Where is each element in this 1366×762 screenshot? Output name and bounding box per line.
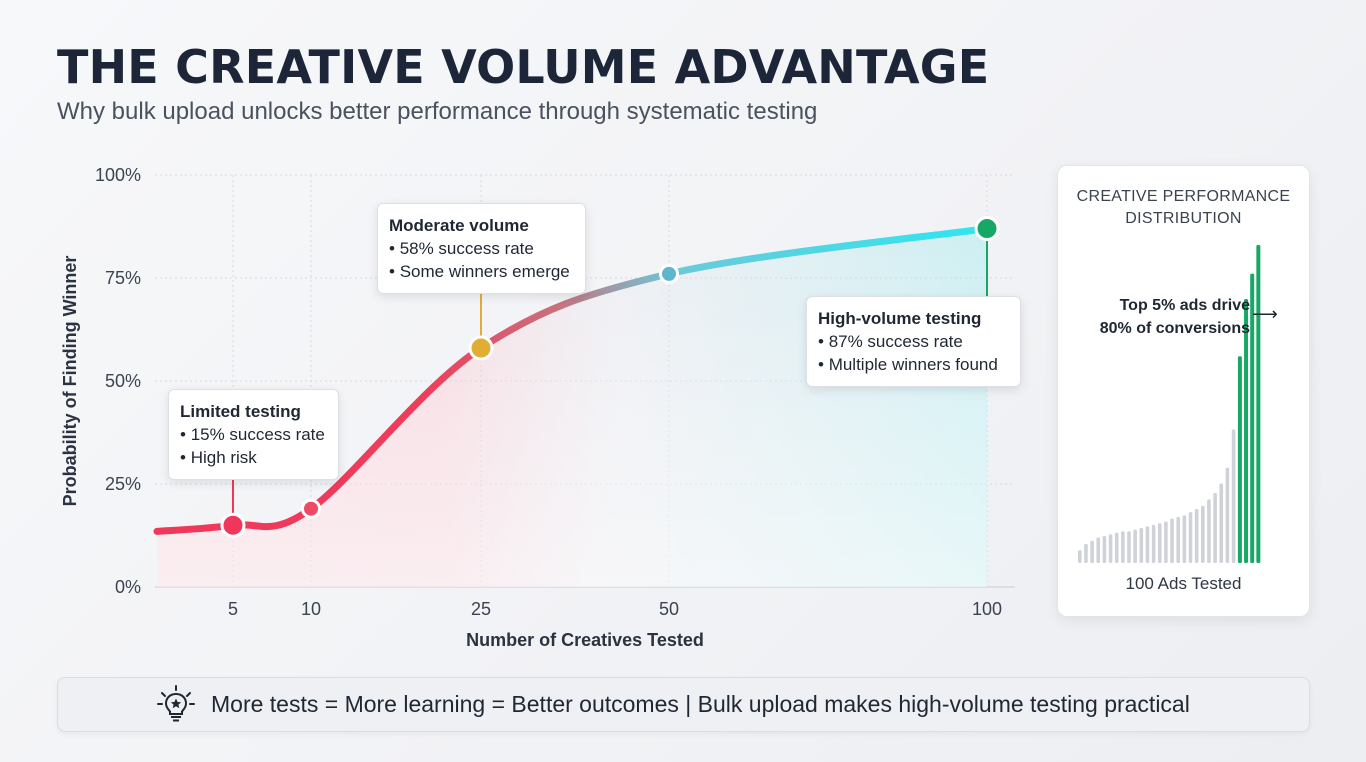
bar [1139,528,1144,563]
data-point-marker [301,498,321,519]
bar [1078,550,1082,563]
y-tick-label: 100% [95,165,141,185]
callout-title: Moderate volume [389,216,529,235]
x-axis-title: Number of Creatives Tested [466,630,704,650]
data-point-marker [468,335,494,361]
tick-labels: 0% 25% 50% 75% 100% 5 10 25 50 100 [95,165,1002,619]
arrow-right-icon: ⟶ [1252,304,1278,324]
bar [1145,526,1150,563]
x-tick-label: 100 [972,599,1002,619]
bar [1096,537,1101,563]
page-title: THE CREATIVE VOLUME ADVANTAGE [57,40,990,94]
markers [220,216,1000,538]
bar [1133,529,1137,563]
callout-limited-testing: Limited testing 15% success rate High ri… [168,389,339,480]
bar [1170,518,1174,563]
data-point-marker [220,512,246,538]
x-tick-label: 50 [659,599,679,619]
bar [1102,535,1107,563]
takeaway-banner: More tests = More learning = Better outc… [57,677,1310,732]
bar [1114,532,1119,563]
x-tick-label: 25 [471,599,491,619]
bar [1090,540,1094,563]
bar [1151,524,1156,563]
callout-title: Limited testing [180,402,301,421]
bar [1157,523,1162,563]
panel-title: CREATIVE PERFORMANCE DISTRIBUTION [1076,188,1291,227]
bar [1164,521,1168,563]
callout-line: High risk [180,446,326,469]
panel-annotation: Top 5% ads drive 80% of conversions [1099,297,1250,337]
bar [1225,467,1230,563]
x-tick-label: 5 [228,599,238,619]
callout-line: Multiple winners found [818,353,1008,376]
bar [1084,543,1088,563]
area-fade [157,228,987,587]
callout-line: 15% success rate [180,423,326,446]
y-axis-title: Probability of Finding Winner [60,256,80,507]
bar [1121,531,1125,563]
top-bar [1250,273,1255,563]
callout-high-volume: High-volume testing 87% success rate Mul… [806,296,1021,387]
bar [1207,499,1211,563]
top-bar [1237,356,1242,563]
top-bar [1244,299,1249,563]
distribution-panel: CREATIVE PERFORMANCE DISTRIBUTION Top 5%… [1057,165,1310,617]
page-subtitle: Why bulk upload unlocks better performan… [57,98,818,125]
callout-line: 58% success rate [389,237,573,260]
bar [1231,429,1236,563]
bar [1219,483,1224,563]
top-bar [1256,245,1261,563]
distribution-bar-chart [1078,245,1261,563]
bar [1213,493,1217,563]
x-tick-label: 10 [301,599,321,619]
bar [1108,534,1113,563]
bar [1176,516,1180,563]
y-tick-label: 25% [105,474,141,494]
bar [1194,508,1199,563]
callout-line: Some winners emerge [389,260,573,283]
y-tick-label: 50% [105,371,141,391]
bar [1182,515,1187,563]
bar [1201,505,1205,563]
y-tick-label: 0% [115,577,141,597]
panel-xlabel: 100 Ads Tested [1125,574,1242,593]
data-point-marker [659,263,679,284]
y-tick-label: 75% [105,268,141,288]
bar [1127,531,1131,563]
banner-text: More tests = More learning = Better outc… [211,691,1190,717]
bar [1188,512,1193,563]
callout-line: 87% success rate [818,330,1008,353]
callout-moderate-volume: Moderate volume 58% success rate Some wi… [377,203,586,294]
lightbulb-icon [157,685,195,722]
callout-title: High-volume testing [818,309,982,328]
data-point-marker [974,216,1000,242]
